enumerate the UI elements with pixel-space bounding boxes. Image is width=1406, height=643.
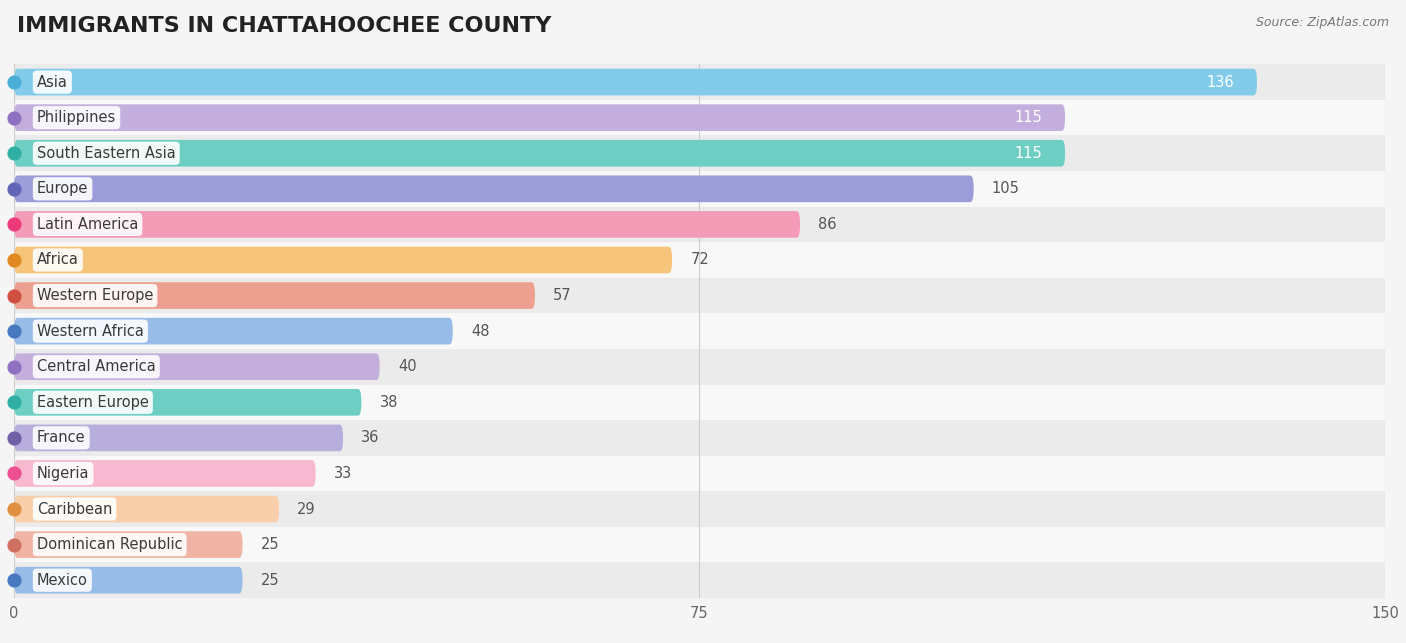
FancyBboxPatch shape	[14, 460, 316, 487]
Text: 25: 25	[262, 573, 280, 588]
Text: Eastern Europe: Eastern Europe	[37, 395, 149, 410]
Point	[3, 433, 25, 443]
Text: 86: 86	[818, 217, 837, 232]
Point	[3, 326, 25, 336]
Text: Caribbean: Caribbean	[37, 502, 112, 516]
FancyBboxPatch shape	[14, 349, 1385, 385]
Text: Philippines: Philippines	[37, 110, 117, 125]
Text: Western Europe: Western Europe	[37, 288, 153, 303]
Text: 105: 105	[993, 181, 1019, 196]
Text: Central America: Central America	[37, 359, 156, 374]
FancyBboxPatch shape	[14, 527, 1385, 563]
FancyBboxPatch shape	[14, 424, 343, 451]
Point	[3, 148, 25, 158]
Text: Nigeria: Nigeria	[37, 466, 90, 481]
FancyBboxPatch shape	[14, 389, 361, 415]
Point	[3, 184, 25, 194]
FancyBboxPatch shape	[14, 318, 453, 345]
FancyBboxPatch shape	[14, 420, 1385, 456]
Text: Dominican Republic: Dominican Republic	[37, 537, 183, 552]
FancyBboxPatch shape	[14, 496, 278, 522]
Point	[3, 468, 25, 478]
Text: 115: 115	[1015, 110, 1042, 125]
FancyBboxPatch shape	[14, 313, 1385, 349]
Point	[3, 77, 25, 87]
FancyBboxPatch shape	[14, 176, 974, 202]
FancyBboxPatch shape	[14, 278, 1385, 313]
FancyBboxPatch shape	[14, 385, 1385, 420]
Text: Source: ZipAtlas.com: Source: ZipAtlas.com	[1256, 16, 1389, 29]
Text: Europe: Europe	[37, 181, 89, 196]
FancyBboxPatch shape	[14, 171, 1385, 206]
Text: Western Africa: Western Africa	[37, 323, 143, 339]
FancyBboxPatch shape	[14, 211, 800, 238]
Text: 136: 136	[1206, 75, 1234, 89]
Text: 29: 29	[298, 502, 316, 516]
FancyBboxPatch shape	[14, 354, 380, 380]
Text: France: France	[37, 430, 86, 446]
FancyBboxPatch shape	[14, 563, 1385, 598]
FancyBboxPatch shape	[14, 247, 672, 273]
FancyBboxPatch shape	[14, 64, 1385, 100]
FancyBboxPatch shape	[14, 567, 243, 593]
FancyBboxPatch shape	[14, 242, 1385, 278]
Point	[3, 539, 25, 550]
Text: 36: 36	[361, 430, 380, 446]
Text: 33: 33	[335, 466, 352, 481]
FancyBboxPatch shape	[14, 531, 243, 558]
Text: 72: 72	[690, 253, 709, 267]
Point	[3, 361, 25, 372]
Point	[3, 291, 25, 301]
FancyBboxPatch shape	[14, 206, 1385, 242]
FancyBboxPatch shape	[14, 100, 1385, 136]
Text: South Eastern Asia: South Eastern Asia	[37, 146, 176, 161]
Text: IMMIGRANTS IN CHATTAHOOCHEE COUNTY: IMMIGRANTS IN CHATTAHOOCHEE COUNTY	[17, 16, 551, 36]
Text: 40: 40	[398, 359, 416, 374]
FancyBboxPatch shape	[14, 282, 536, 309]
Text: 57: 57	[554, 288, 572, 303]
Text: 38: 38	[380, 395, 398, 410]
Text: Africa: Africa	[37, 253, 79, 267]
Point	[3, 397, 25, 408]
Point	[3, 113, 25, 123]
FancyBboxPatch shape	[14, 136, 1385, 171]
FancyBboxPatch shape	[14, 491, 1385, 527]
Text: 115: 115	[1015, 146, 1042, 161]
Text: Asia: Asia	[37, 75, 67, 89]
FancyBboxPatch shape	[14, 104, 1066, 131]
FancyBboxPatch shape	[14, 140, 1066, 167]
Text: 48: 48	[471, 323, 489, 339]
Text: 25: 25	[262, 537, 280, 552]
Point	[3, 504, 25, 514]
Text: Mexico: Mexico	[37, 573, 87, 588]
Text: Latin America: Latin America	[37, 217, 138, 232]
Point	[3, 219, 25, 230]
FancyBboxPatch shape	[14, 456, 1385, 491]
FancyBboxPatch shape	[14, 69, 1257, 95]
Point	[3, 255, 25, 265]
Point	[3, 575, 25, 585]
